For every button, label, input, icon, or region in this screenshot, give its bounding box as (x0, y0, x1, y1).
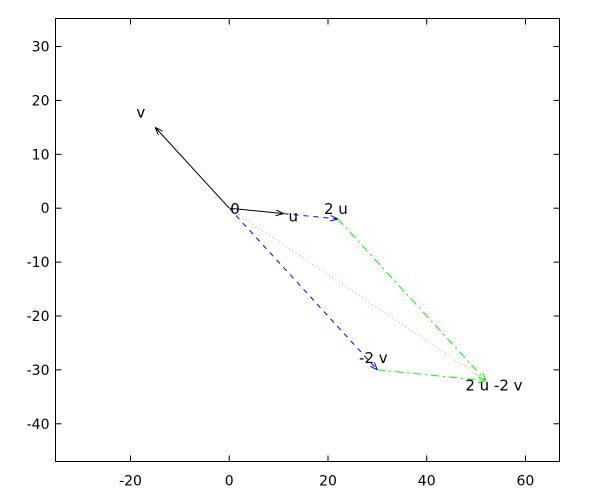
vector-origin-to-two_u_minus_two_v (228, 207, 487, 382)
x-tick-label: -20 (119, 474, 142, 490)
x-tick-label: 0 (225, 474, 234, 490)
plot-frame (55, 18, 560, 462)
point-label-origin: 0 (230, 200, 240, 218)
y-tick-label: 0 (41, 201, 50, 217)
y-tick-label: -20 (27, 309, 50, 325)
vector-two_u-to-two_u_minus_two_v (337, 218, 486, 381)
point-label-two_u: 2 u (324, 200, 348, 218)
y-tick-label: -10 (27, 255, 50, 271)
vector-origin-to-minus_two_v (228, 207, 377, 370)
point-label-two_u_minus_two_v: 2 u -2 v (465, 377, 522, 395)
y-tick-label: 10 (32, 147, 50, 163)
point-label-minus_two_v: -2 v (359, 349, 388, 367)
x-tick-label: 40 (418, 474, 436, 490)
vector-origin-to-v (155, 127, 230, 209)
y-tick-label: -30 (27, 363, 50, 379)
vector-origin-to-u (229, 207, 283, 213)
x-tick-label: 60 (517, 474, 535, 490)
y-tick-label: 30 (32, 40, 50, 56)
y-tick-label: -40 (27, 417, 50, 433)
point-label-v: v (136, 103, 145, 121)
point-label-u: u (289, 208, 299, 226)
vector-minus_two_v-to-two_u_minus_two_v (377, 369, 486, 381)
y-tick-label: 20 (32, 93, 50, 109)
x-tick-label: 20 (319, 474, 337, 490)
